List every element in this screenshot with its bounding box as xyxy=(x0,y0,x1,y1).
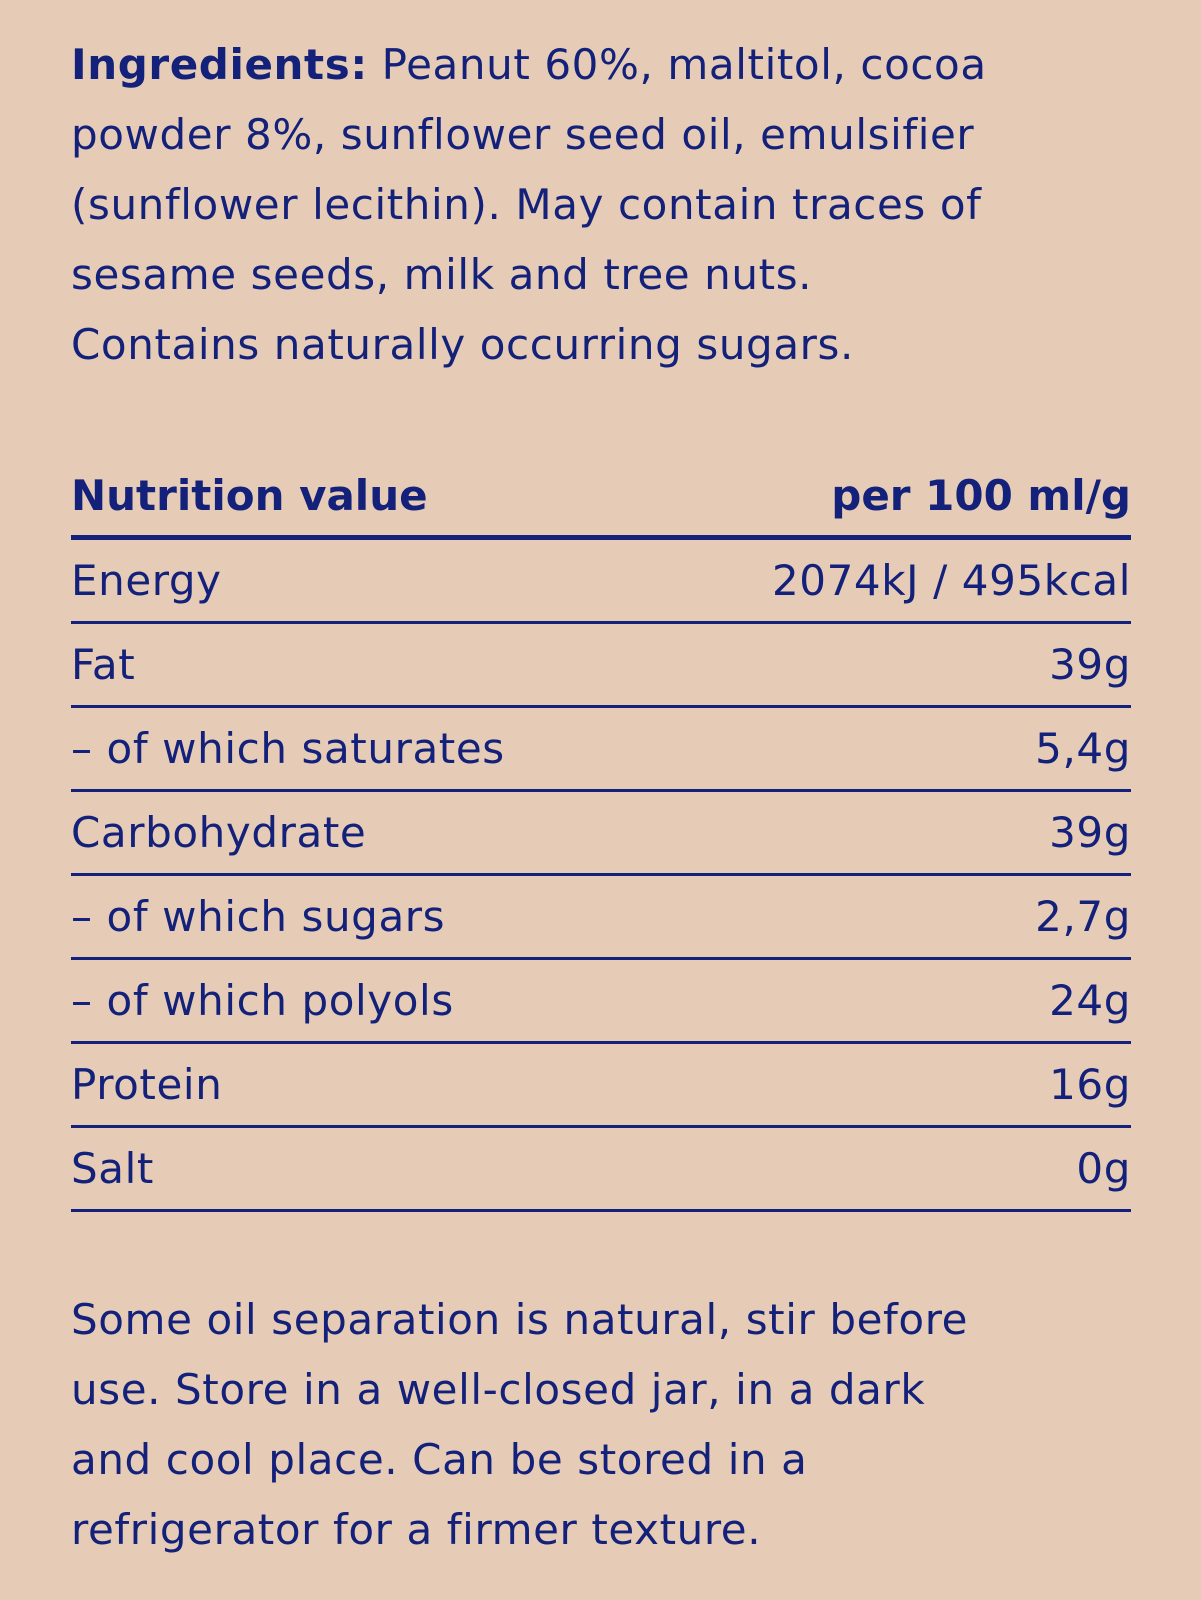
ingredients-line: powder 8%, sunflower seed oil, emulsifie… xyxy=(71,110,975,159)
row-value: 2,7g xyxy=(1035,892,1131,941)
ingredients-label: Ingredients: xyxy=(71,40,368,89)
nutrition-header-value: per 100 ml/g xyxy=(831,470,1131,520)
ingredients-line: Ingredients: Peanut 60%, maltitol, cocoa xyxy=(71,30,1141,100)
row-label: – of which polyols xyxy=(71,976,454,1025)
row-label: – of which sugars xyxy=(71,892,446,941)
ingredients-line: sesame seeds, milk and tree nuts. xyxy=(71,250,813,299)
row-label: Protein xyxy=(71,1060,223,1109)
table-row: – of which sugars 2,7g xyxy=(71,876,1131,960)
row-label: Energy xyxy=(71,556,222,605)
table-row: Protein 16g xyxy=(71,1044,1131,1128)
row-value: 2074kJ / 495kcal xyxy=(771,556,1131,605)
table-row: Carbohydrate 39g xyxy=(71,792,1131,876)
row-label: – of which saturates xyxy=(71,724,505,773)
storage-line: refrigerator for a firmer texture. xyxy=(71,1505,762,1554)
row-value: 0g xyxy=(1076,1144,1131,1193)
row-label: Salt xyxy=(71,1144,154,1193)
table-row: – of which polyols 24g xyxy=(71,960,1131,1044)
table-row: Fat 39g xyxy=(71,624,1131,708)
nutrition-table: Nutrition value per 100 ml/g Energy 2074k… xyxy=(71,455,1131,1212)
ingredients-line: Contains naturally occurring sugars. xyxy=(71,320,854,369)
storage-line: use. Store in a well-closed jar, in a da… xyxy=(71,1365,926,1414)
row-value: 39g xyxy=(1049,640,1131,689)
row-label: Fat xyxy=(71,640,136,689)
nutrition-header-row: Nutrition value per 100 ml/g xyxy=(71,455,1131,540)
ingredients-text: Ingredients: Peanut 60%, maltitol, cocoa… xyxy=(71,30,1141,380)
table-row: – of which saturates 5,4g xyxy=(71,708,1131,792)
ingredients-line: (sunflower lecithin). May contain traces… xyxy=(71,180,982,229)
storage-text: Some oil separation is natural, stir bef… xyxy=(71,1285,1141,1565)
nutrition-header-label: Nutrition value xyxy=(71,470,428,520)
storage-line: and cool place. Can be stored in a xyxy=(71,1435,808,1484)
table-row: Salt 0g xyxy=(71,1128,1131,1212)
row-value: 16g xyxy=(1049,1060,1131,1109)
row-value: 5,4g xyxy=(1035,724,1131,773)
row-value: 24g xyxy=(1049,976,1131,1025)
storage-line: Some oil separation is natural, stir bef… xyxy=(71,1295,969,1344)
ingredients-line-text: Peanut 60%, maltitol, cocoa xyxy=(367,40,987,89)
table-row: Energy 2074kJ / 495kcal xyxy=(71,540,1131,624)
row-value: 39g xyxy=(1049,808,1131,857)
row-label: Carbohydrate xyxy=(71,808,367,857)
